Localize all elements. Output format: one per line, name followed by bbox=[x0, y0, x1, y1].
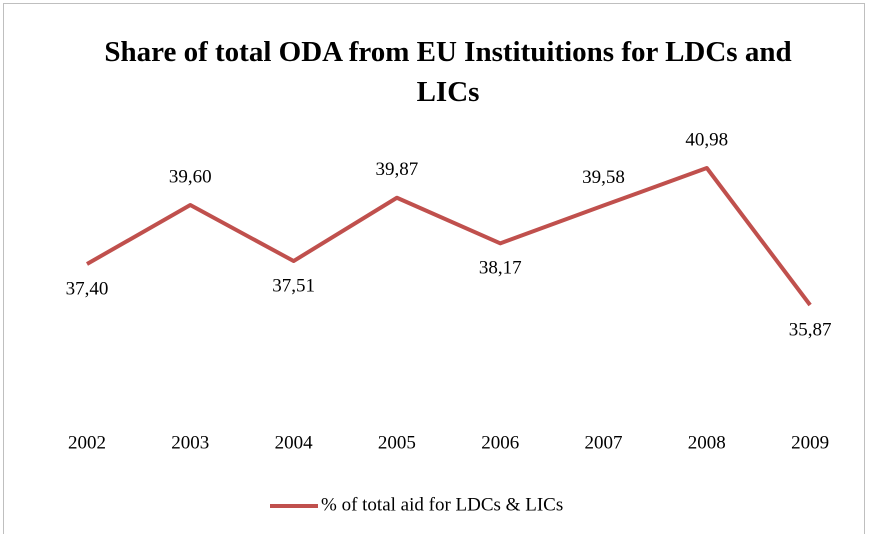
x-tick-label: 2003 bbox=[171, 432, 209, 453]
x-tick-label: 2007 bbox=[585, 432, 623, 453]
chart-title: Share of total ODA from EU Instituitions… bbox=[104, 36, 792, 108]
x-tick-label: 2009 bbox=[791, 432, 829, 453]
legend-label: % of total aid for LDCs & LICs bbox=[321, 494, 563, 515]
data-line bbox=[86, 166, 812, 307]
chart-border bbox=[3, 3, 865, 534]
data-label: 39,87 bbox=[376, 159, 419, 180]
x-tick-label: 2008 bbox=[688, 432, 726, 453]
data-label: 35,87 bbox=[789, 319, 832, 340]
data-label: 37,40 bbox=[66, 278, 109, 299]
x-tick-label: 2002 bbox=[68, 432, 106, 453]
data-label: 38,17 bbox=[479, 258, 522, 279]
data-label: 37,51 bbox=[272, 275, 315, 296]
x-tick-label: 2006 bbox=[481, 432, 519, 453]
data-label: 39,60 bbox=[169, 166, 212, 187]
x-tick-label: 2005 bbox=[378, 432, 416, 453]
data-label: 39,58 bbox=[582, 167, 625, 188]
data-label: 40,98 bbox=[685, 129, 728, 150]
x-tick-label: 2004 bbox=[275, 432, 314, 453]
